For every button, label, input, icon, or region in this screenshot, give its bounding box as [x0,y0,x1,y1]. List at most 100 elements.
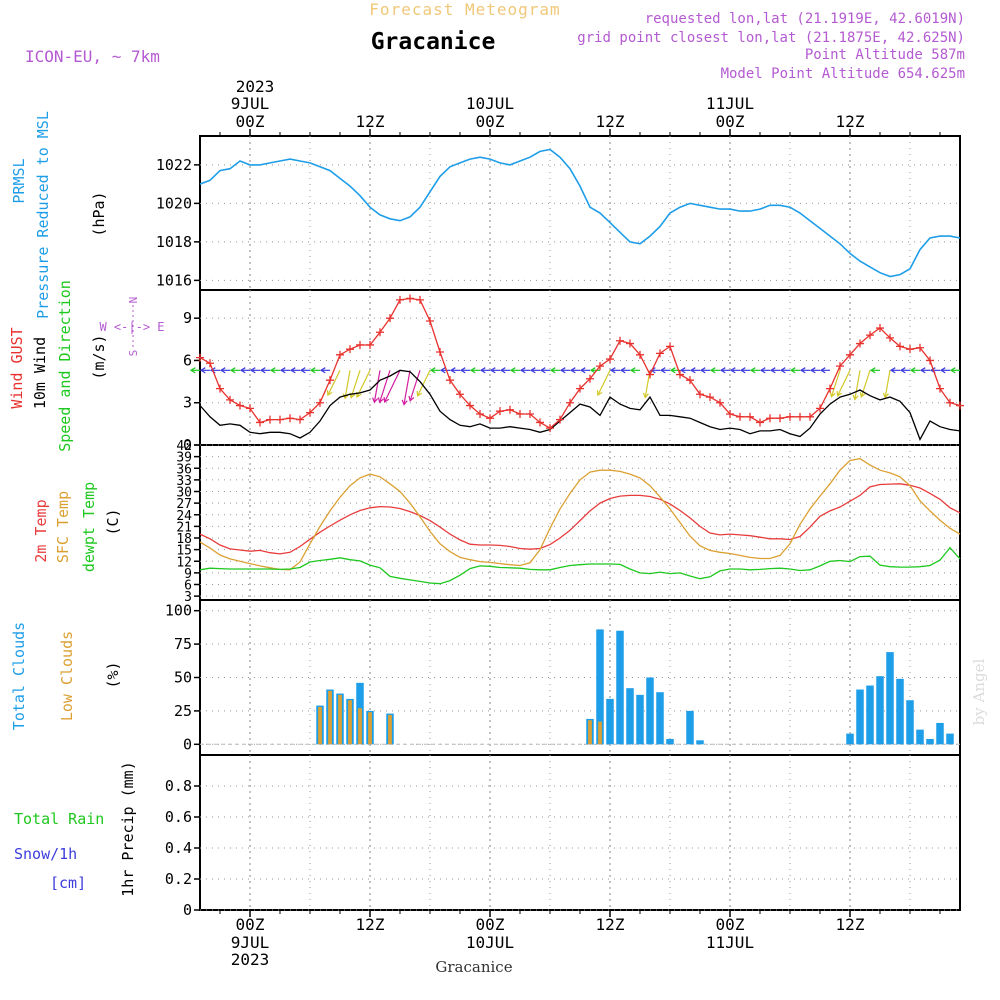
ytick-label: 30 [176,486,192,501]
compass-south: S [127,350,140,357]
wind-arrow-head [836,390,843,397]
station-title: Gracanice [371,29,496,55]
wind-arrow-head [372,397,379,404]
panel-frame [199,754,961,911]
wind-arrow-head [289,367,296,374]
gust-marker [866,331,874,340]
wind-arrow-head [439,367,446,374]
wind-arrow-head [919,367,926,374]
ytick-label: 0 [183,735,192,753]
wind-direction-arrow [830,370,841,397]
gust-marker [446,376,454,385]
wind-arrow-head [629,367,636,374]
gust-marker [616,336,624,345]
ytick-label: 42 [176,439,192,454]
gust-marker [576,384,584,393]
top-year: 2023 [236,77,275,96]
gust-marker [766,414,774,423]
gust-marker [746,412,754,421]
gust-marker [266,415,274,424]
bottom-tick-label: 00Z [716,915,745,934]
wind-arrow-head [429,367,436,374]
gust-marker [556,415,564,424]
total-cloud-bar [666,738,674,745]
gust-marker [586,374,594,383]
wind-arrow-head [729,367,736,374]
total-cloud-bar [926,738,934,745]
gust-marker [626,339,634,348]
bottom-tick-label: 12Z [836,915,865,934]
gust-marker [206,359,214,368]
wind-arrow-head [469,367,476,374]
top-date-label: 11JUL [706,94,754,113]
pressure-unit: (hPa) [90,191,108,236]
bottom-tick-label: 00Z [476,915,505,934]
wind-arrow-head [619,367,626,374]
wind-arrow-head [869,367,876,374]
wind-arrow-head [819,367,826,374]
low-cloud-bar [318,706,322,745]
gust-marker [696,390,704,399]
total-cloud-bar [846,733,854,745]
top-tick-label: 12Z [836,112,865,131]
low-cloud-bar [348,700,352,745]
precip-axis-label: 1hr Precip (mm) [119,761,137,896]
model-altitude: Model Point Altitude 654.625m [721,66,965,82]
footer-station: Gracanice [435,958,512,976]
sfc-temp-line [199,457,961,571]
wind-arrow-head [239,367,246,374]
wind-arrow-head [882,392,889,399]
wind-direction-arrow [384,370,401,403]
ytick-label: 0.4 [165,839,192,857]
bottom-date-label: 11JUL [706,933,754,952]
total-clouds-label: Total Clouds [10,622,28,730]
bottom-tick-label: 12Z [596,915,625,934]
ytick-label: 36 [176,462,192,477]
gust-marker [246,404,254,413]
total-cloud-bar [866,685,874,745]
total-cloud-bar [856,689,864,745]
wind-arrow-head [499,367,506,374]
wind-direction-arrow [417,370,431,397]
gust-marker [406,294,414,303]
dewpt-label: dewpt Temp [80,482,98,572]
gust-marker [506,405,514,414]
top-tick-label: 12Z [356,112,385,131]
low-cloud-bar [328,690,332,745]
bottom-date-label: 10JUL [466,933,514,952]
clouds-panel: Total Clouds Low Clouds (%) by Angel [10,622,988,745]
gust-marker [256,418,264,427]
wind-gust-label: Wind GUST [8,327,26,408]
wind-arrow-head [799,367,806,374]
gust-marker [716,398,724,407]
wind-arrow-head [949,367,956,374]
gust-marker [946,398,954,407]
wind-arrow-head [489,367,496,374]
ytick-label: 1018 [156,233,192,251]
wind-arrow-head [249,367,256,374]
wind-arrow-head [659,367,666,374]
gust-marker [806,412,814,421]
gust-marker [386,314,394,323]
wind-arrow-head [596,390,603,397]
wind-arrow-head [259,367,266,374]
ytick-label: 15 [176,544,192,559]
wind-arrow-head [549,367,556,374]
total-cloud-bar [686,710,694,745]
wind-arrow-head [609,367,616,374]
wind-arrow-head [319,367,326,374]
bottom-year: 2023 [231,950,270,969]
credit-text: by Angel [970,658,988,725]
gust-marker [396,295,404,304]
ytick-label: 9 [183,309,192,327]
total-cloud-bar [896,678,904,745]
wind-arrow-head [939,367,946,374]
wind-arrow-head [269,367,276,374]
gust-marker [936,384,944,393]
wind-arrow-head [383,396,390,404]
product-title: Forecast Meteogram [369,0,560,19]
wind-panel: Wind GUST 10m Wind Speed and Direction (… [8,280,964,452]
wind-arrow-head [459,367,466,374]
pressure-label-2: Pressure Reduced to MSL [34,111,52,319]
pressure-line [199,148,961,278]
